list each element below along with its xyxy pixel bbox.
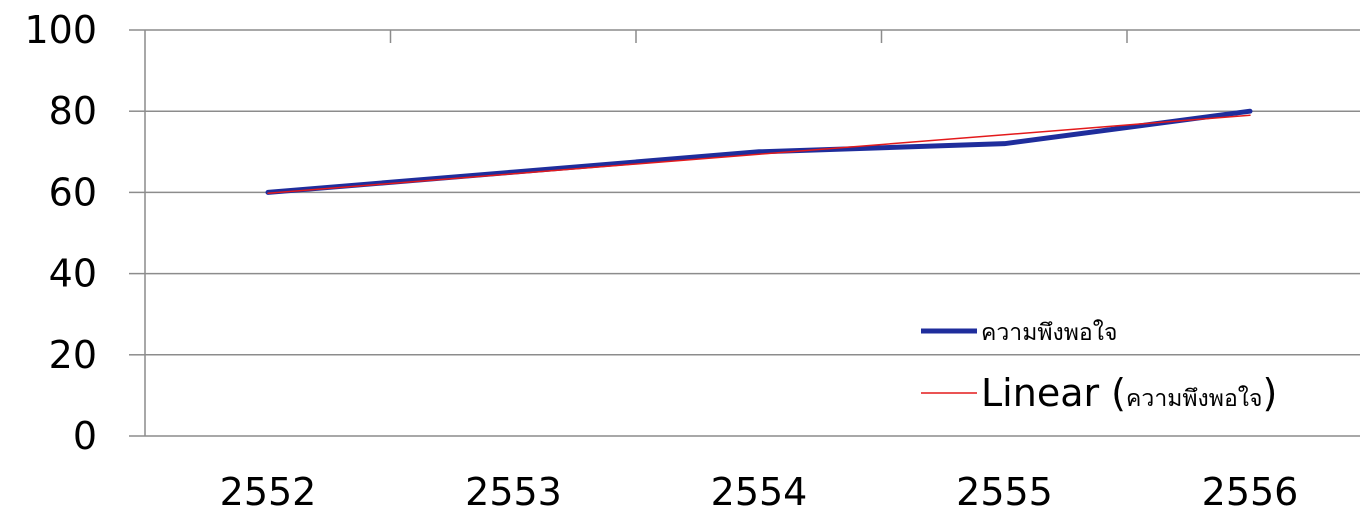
x-tick-label-2552: 2552 — [220, 470, 317, 514]
legend-linear-prefix: Linear ( — [981, 371, 1126, 415]
legend: ความพึงพอใจ Linear (ความพึงพอใจ) — [921, 319, 1277, 415]
y-tick-label-40: 40 — [49, 252, 97, 296]
y-tick-label-0: 0 — [73, 414, 97, 458]
series-lines — [265, 108, 1253, 195]
x-tick-label-2553: 2553 — [465, 470, 562, 514]
x-tick-marks — [389, 30, 1128, 43]
y-tick-labels: 0 20 40 60 80 100 — [24, 8, 97, 458]
x-tick-label-2554: 2554 — [711, 470, 808, 514]
legend-linear-suffix: ) — [1262, 371, 1277, 415]
x-tick-label-2556: 2556 — [1202, 470, 1299, 514]
legend-label-satisfaction: ความพึงพอใจ — [981, 319, 1117, 346]
y-tick-label-20: 20 — [49, 333, 97, 377]
y-tick-label-80: 80 — [49, 89, 97, 133]
grid-lines — [129, 29, 1360, 437]
legend-linear-name: ความพึงพอใจ — [1126, 385, 1262, 412]
x-tick-label-2555: 2555 — [956, 470, 1053, 514]
y-tick-label-60: 60 — [49, 170, 97, 214]
x-tick-labels: 2552 2553 2554 2555 2556 — [220, 470, 1299, 514]
y-tick-label-100: 100 — [24, 8, 97, 52]
legend-label-linear: Linear (ความพึงพอใจ) — [981, 371, 1277, 415]
